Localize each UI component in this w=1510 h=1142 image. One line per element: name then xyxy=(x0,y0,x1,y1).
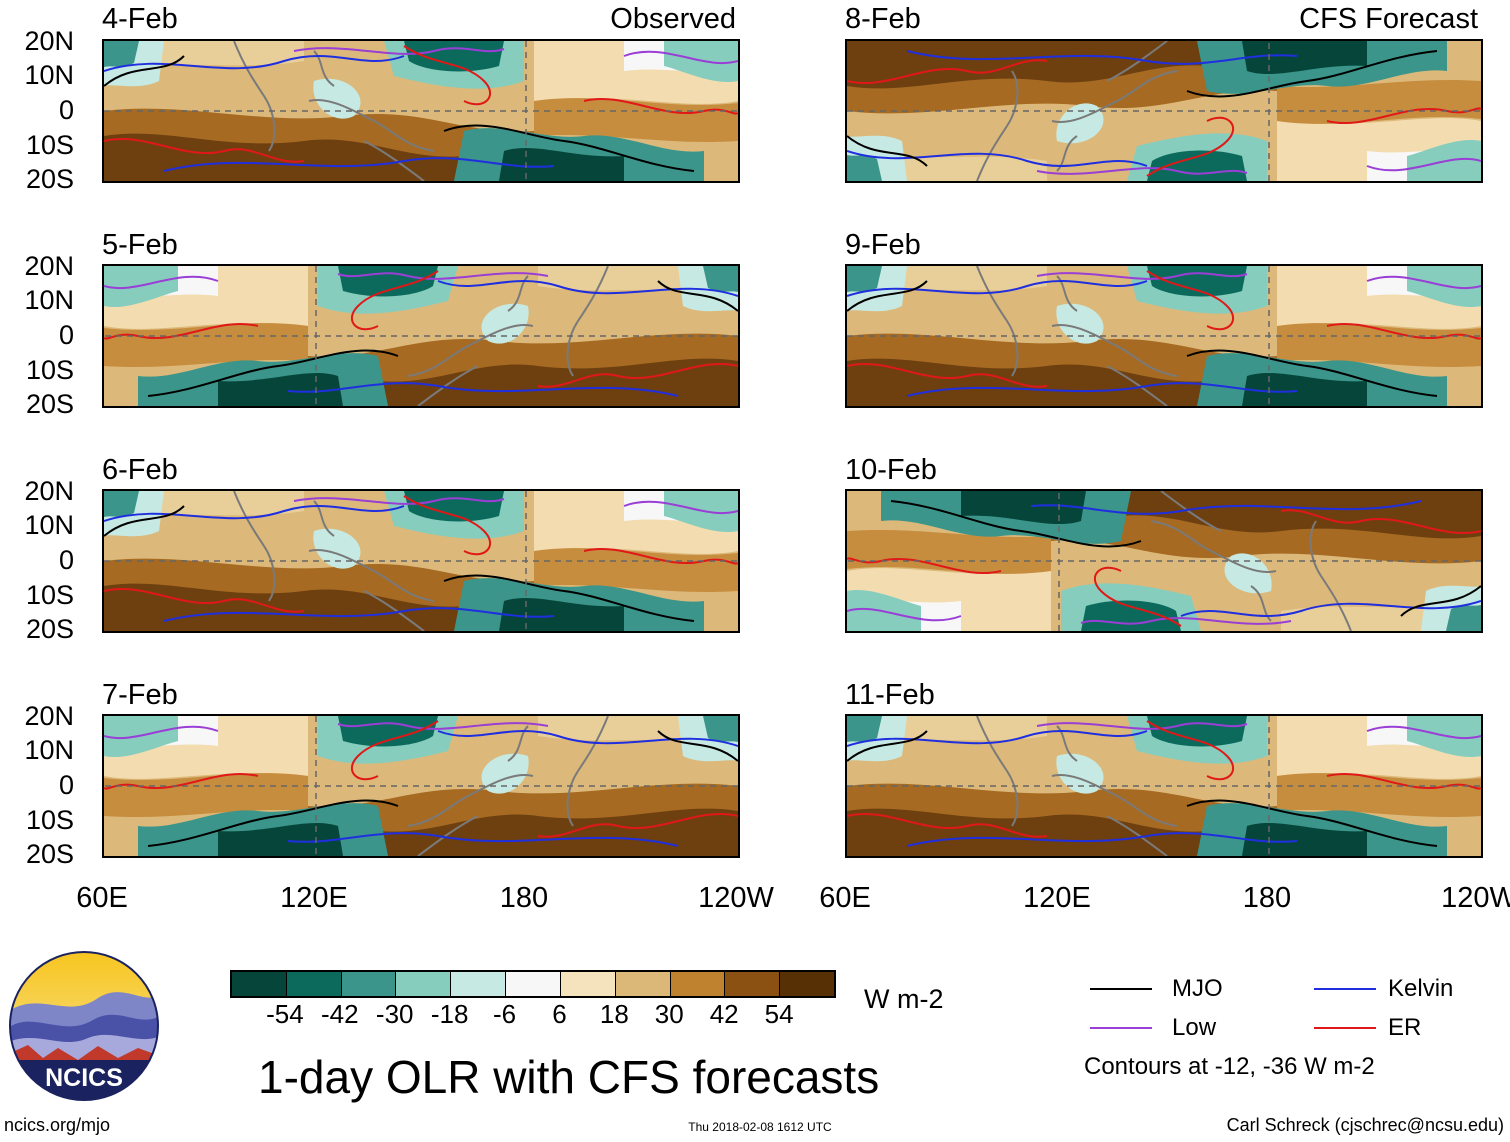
ncics-logo: NCICS xyxy=(8,950,160,1102)
forecast-label: CFS Forecast xyxy=(1299,3,1478,35)
ytick: 20S xyxy=(25,164,74,194)
footer-timestamp: Thu 2018-02-08 1612 UTC xyxy=(688,1120,832,1134)
colorbar-swatch xyxy=(670,972,726,996)
map-panel-10-feb xyxy=(845,489,1483,633)
colorbar-tick-label: -30 xyxy=(375,999,414,1029)
ytick: 10S xyxy=(25,355,74,385)
panel-date-4-feb: 4-Feb xyxy=(102,3,178,35)
legend-er-label: ER xyxy=(1388,1014,1422,1041)
ytick: 20N xyxy=(24,26,74,56)
legend-mjo-label: MJO xyxy=(1172,975,1223,1002)
colorbar-tick-label: 6 xyxy=(552,999,567,1029)
legend-low-label: Low xyxy=(1172,1014,1217,1041)
ytick: 0 xyxy=(58,95,74,125)
colorbar-tick-label: -42 xyxy=(321,999,359,1029)
observed-label: Observed xyxy=(610,3,736,35)
panel-date-11-feb: 11-Feb xyxy=(845,679,935,711)
ytick: 10S xyxy=(25,580,74,610)
panel-date-6-feb: 6-Feb xyxy=(102,454,178,486)
legend-er-line xyxy=(1314,1027,1376,1029)
colorbar-swatch xyxy=(615,972,671,996)
colorbar-unit: W m-2 xyxy=(864,984,944,1014)
xtick-180-right: 180 xyxy=(1242,882,1292,914)
ytick: 0 xyxy=(58,770,74,800)
ytick: 20N xyxy=(24,701,74,731)
colorbar-swatch xyxy=(560,972,616,996)
colorbar-tick-label: -6 xyxy=(492,999,517,1029)
colorbar-tick-label: -18 xyxy=(430,999,469,1029)
colorbar-swatch xyxy=(396,972,452,996)
legend-kelvin-label: Kelvin xyxy=(1388,975,1454,1002)
ytick: 0 xyxy=(58,545,74,575)
xtick-120w-left: 120W xyxy=(698,882,774,914)
ytick: 10N xyxy=(24,285,74,315)
panel-date-5-feb: 5-Feb xyxy=(102,229,178,261)
colorbar xyxy=(230,970,836,998)
ytick: 20S xyxy=(25,839,74,869)
colorbar-tick-label: 18 xyxy=(599,999,629,1029)
xtick-120e-right: 120E xyxy=(1023,882,1091,914)
legend-mjo-line xyxy=(1090,988,1152,990)
xtick-60e-right: 60E xyxy=(819,882,871,914)
map-panel-9-feb xyxy=(845,264,1483,408)
figure-title: 1-day OLR with CFS forecasts xyxy=(258,1051,880,1103)
ytick: 10N xyxy=(24,60,74,90)
logo-text: NCICS xyxy=(45,1064,123,1092)
footer-author: Carl Schreck (cjschrec@ncsu.edu) xyxy=(1226,1115,1504,1135)
ytick: 10S xyxy=(25,805,74,835)
legend-kelvin-line xyxy=(1314,988,1376,990)
map-panel-11-feb xyxy=(845,714,1483,858)
panel-date-9-feb: 9-Feb xyxy=(845,229,921,261)
colorbar-swatch xyxy=(232,972,287,996)
footer-url: ncics.org/mjo xyxy=(4,1115,111,1135)
ytick: 20S xyxy=(25,389,74,419)
panel-date-8-feb: 8-Feb xyxy=(845,3,921,35)
ytick: 20S xyxy=(25,614,74,644)
colorbar-tick-label: 54 xyxy=(764,999,794,1029)
ytick: 0 xyxy=(58,320,74,350)
ytick: 20N xyxy=(24,251,74,281)
map-panel-4-feb xyxy=(102,39,740,183)
colorbar-tick-label: 42 xyxy=(709,999,739,1029)
panel-date-10-feb: 10-Feb xyxy=(845,454,937,486)
ytick: 10N xyxy=(24,510,74,540)
colorbar-swatch xyxy=(725,972,781,996)
ytick: 20N xyxy=(24,476,74,506)
panel-date-7-feb: 7-Feb xyxy=(102,679,178,711)
colorbar-swatch xyxy=(341,972,397,996)
legend-low-line xyxy=(1090,1027,1152,1029)
xtick-60e-left: 60E xyxy=(76,882,128,914)
colorbar-swatch xyxy=(506,972,561,996)
colorbar-swatch xyxy=(286,972,342,996)
map-panel-6-feb xyxy=(102,489,740,633)
map-panel-8-feb xyxy=(845,39,1483,183)
colorbar-swatch xyxy=(780,972,834,996)
xtick-120e-left: 120E xyxy=(280,882,348,914)
colorbar-tick-label: 30 xyxy=(654,999,684,1029)
map-panel-5-feb xyxy=(102,264,740,408)
ytick: 10S xyxy=(25,130,74,160)
map-panel-7-feb xyxy=(102,714,740,858)
xtick-120w-right: 120W xyxy=(1441,882,1510,914)
xtick-180-left: 180 xyxy=(499,882,549,914)
legend-note: Contours at -12, -36 W m-2 xyxy=(1084,1053,1375,1080)
colorbar-tick-label: -54 xyxy=(266,999,304,1029)
ytick: 10N xyxy=(24,735,74,765)
colorbar-swatch xyxy=(451,972,507,996)
